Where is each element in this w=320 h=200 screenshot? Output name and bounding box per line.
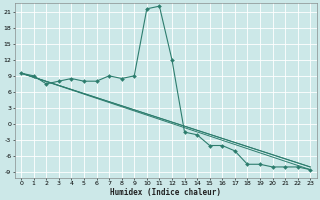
X-axis label: Humidex (Indice chaleur): Humidex (Indice chaleur) (110, 188, 221, 197)
